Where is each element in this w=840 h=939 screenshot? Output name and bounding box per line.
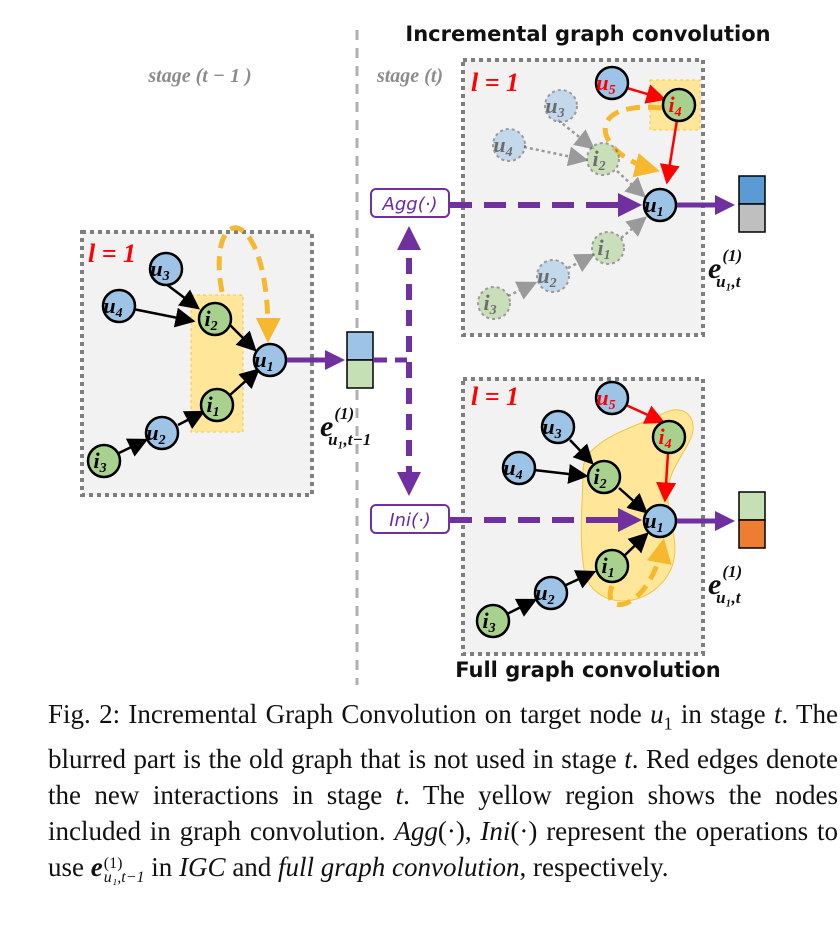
loop-top bbox=[602, 104, 663, 178]
layer-label-bottom: l = 1 bbox=[471, 382, 519, 411]
svg-text:i1: i1 bbox=[601, 553, 614, 581]
node-u4-top: u4 bbox=[492, 128, 526, 162]
svg-text:u1: u1 bbox=[644, 192, 663, 220]
svg-text:i3: i3 bbox=[483, 290, 496, 318]
loop-bottom bbox=[607, 538, 672, 608]
embedding-curr-bottom-label: e(1) u₁,t bbox=[708, 562, 742, 607]
node-u5-top: u5 bbox=[594, 65, 630, 101]
node-i1-left: i1 bbox=[199, 387, 235, 423]
node-u5-bottom: u5 bbox=[594, 380, 630, 416]
figure-caption: Fig. 2: Incremental Graph Convolution on… bbox=[48, 699, 839, 887]
svg-text:u3: u3 bbox=[150, 256, 169, 284]
node-i1-top: i1 bbox=[591, 231, 625, 265]
node-u2-left: u2 bbox=[144, 415, 180, 451]
title-incremental: Incremental graph convolution bbox=[405, 22, 770, 46]
node-u3-left: u3 bbox=[148, 251, 184, 287]
embedding-curr-top-label: e(1) u₁,t bbox=[708, 246, 742, 291]
svg-text:Agg(·): Agg(·) bbox=[382, 194, 438, 215]
svg-text:i3: i3 bbox=[93, 448, 106, 476]
node-u2-top: u2 bbox=[536, 259, 570, 293]
svg-text:i4: i4 bbox=[658, 424, 671, 452]
svg-text:i1: i1 bbox=[597, 235, 610, 263]
node-i4-bottom: i4 bbox=[651, 419, 687, 455]
node-i3-bottom: i3 bbox=[475, 603, 511, 639]
svg-text:Ini(·): Ini(·) bbox=[389, 510, 430, 531]
svg-text:i4: i4 bbox=[668, 92, 681, 120]
node-i2-left: i2 bbox=[197, 301, 233, 337]
node-u1-left: u1 bbox=[252, 342, 288, 378]
node-i2-bottom: i2 bbox=[586, 459, 622, 495]
svg-text:u2: u2 bbox=[537, 263, 556, 291]
svg-text:u2: u2 bbox=[146, 420, 165, 448]
node-u1-bottom: u1 bbox=[642, 503, 678, 539]
svg-text:i2: i2 bbox=[592, 146, 605, 174]
node-u4-left: u4 bbox=[101, 288, 137, 324]
layer-label-left: l = 1 bbox=[88, 239, 136, 268]
svg-text:u5: u5 bbox=[596, 70, 615, 98]
embedding-curr-top bbox=[738, 175, 766, 233]
node-u3-top: u3 bbox=[544, 89, 578, 123]
embedding-prev-label: e(1) u₁,t−1 bbox=[320, 404, 371, 449]
svg-text:u3: u3 bbox=[545, 93, 564, 121]
node-u4-bottom: u4 bbox=[501, 450, 537, 486]
svg-text:u4: u4 bbox=[503, 455, 522, 483]
stage-prev-label: stage (t − 1 ) bbox=[147, 65, 251, 87]
op-ini-box: Ini(·) bbox=[370, 504, 450, 534]
svg-text:u1: u1 bbox=[254, 347, 273, 375]
node-u2-bottom: u2 bbox=[533, 575, 569, 611]
op-agg-box: Agg(·) bbox=[370, 188, 450, 218]
svg-text:i3: i3 bbox=[482, 608, 495, 636]
title-full: Full graph convolution bbox=[455, 658, 721, 682]
svg-text:u3: u3 bbox=[542, 414, 561, 442]
figure-diagram: Incremental graph convolution Full graph… bbox=[80, 22, 771, 685]
embedding-prev bbox=[346, 331, 374, 389]
svg-text:u2: u2 bbox=[535, 580, 554, 608]
node-i4-top: i4 bbox=[661, 87, 697, 123]
svg-text:u5: u5 bbox=[596, 385, 615, 413]
embedding-curr-bottom bbox=[738, 491, 766, 549]
node-u1-top: u1 bbox=[642, 187, 678, 223]
svg-text:u1: u1 bbox=[644, 508, 663, 536]
node-i3-top: i3 bbox=[477, 286, 511, 320]
svg-text:u4: u4 bbox=[103, 293, 122, 321]
svg-text:i2: i2 bbox=[593, 464, 606, 492]
caption-fig-label: Fig. 2: bbox=[48, 699, 121, 729]
stage-curr-label: stage (t) bbox=[376, 65, 443, 87]
svg-text:i1: i1 bbox=[206, 392, 219, 420]
node-i2-top: i2 bbox=[586, 142, 620, 176]
node-u3-bottom: u3 bbox=[540, 409, 576, 445]
node-i1-bottom: i1 bbox=[594, 548, 630, 584]
svg-text:i2: i2 bbox=[204, 306, 217, 334]
loop-left bbox=[216, 225, 281, 343]
svg-text:u4: u4 bbox=[493, 132, 512, 160]
node-i3-left: i3 bbox=[86, 443, 122, 479]
layer-label-top: l = 1 bbox=[471, 68, 519, 97]
